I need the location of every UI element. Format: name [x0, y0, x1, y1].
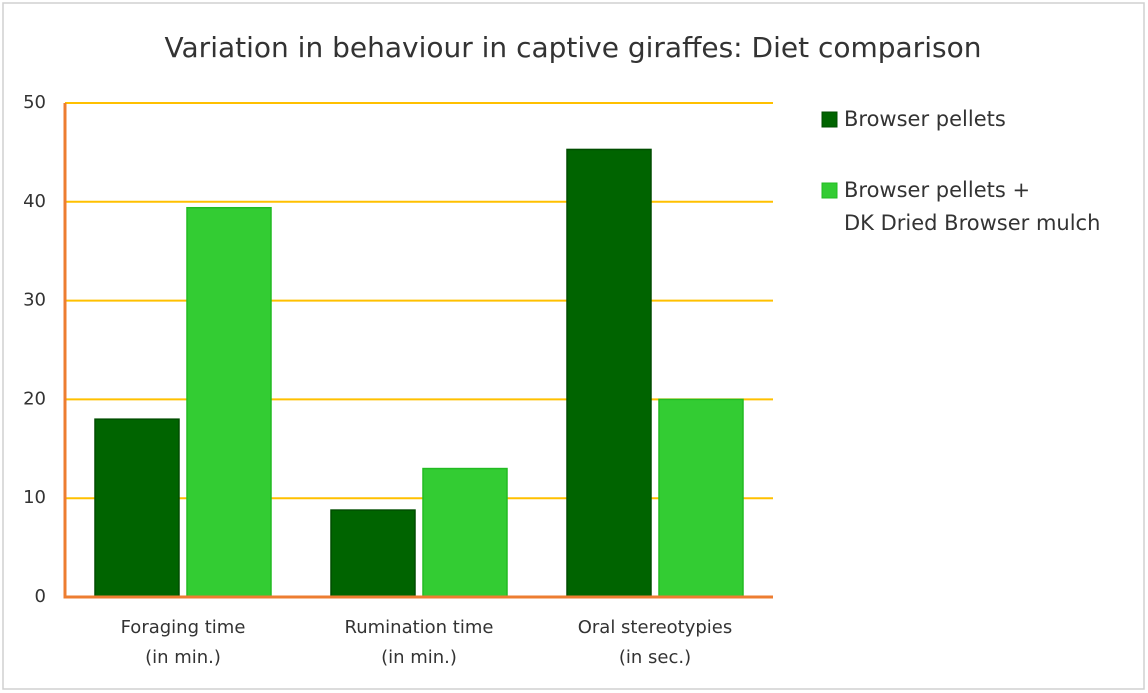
y-tick-label: 30 [23, 290, 46, 311]
y-tick-label: 20 [23, 388, 46, 409]
y-tick-label: 50 [23, 92, 46, 113]
legend-swatch [821, 111, 838, 128]
y-tick-label: 0 [35, 586, 46, 607]
bar [186, 206, 272, 598]
bar [422, 467, 508, 598]
x-tick-label: Rumination time (in min.) [345, 617, 494, 668]
legend-label: Browser pellets [844, 107, 1006, 131]
y-tick-label: 40 [23, 191, 46, 212]
bar [330, 509, 416, 598]
bar [658, 398, 744, 598]
legend-swatch [821, 182, 838, 199]
legend-label: Browser pellets + DK Dried Browser mulch [844, 178, 1100, 235]
x-tick-label: Oral stereotypies (in sec.) [578, 617, 733, 668]
bar [94, 418, 180, 598]
bar [566, 148, 652, 598]
x-tick-label: Foraging time (in min.) [121, 617, 246, 668]
y-tick-label: 10 [23, 487, 46, 508]
chart-title: Variation in behaviour in captive giraff… [165, 31, 982, 64]
